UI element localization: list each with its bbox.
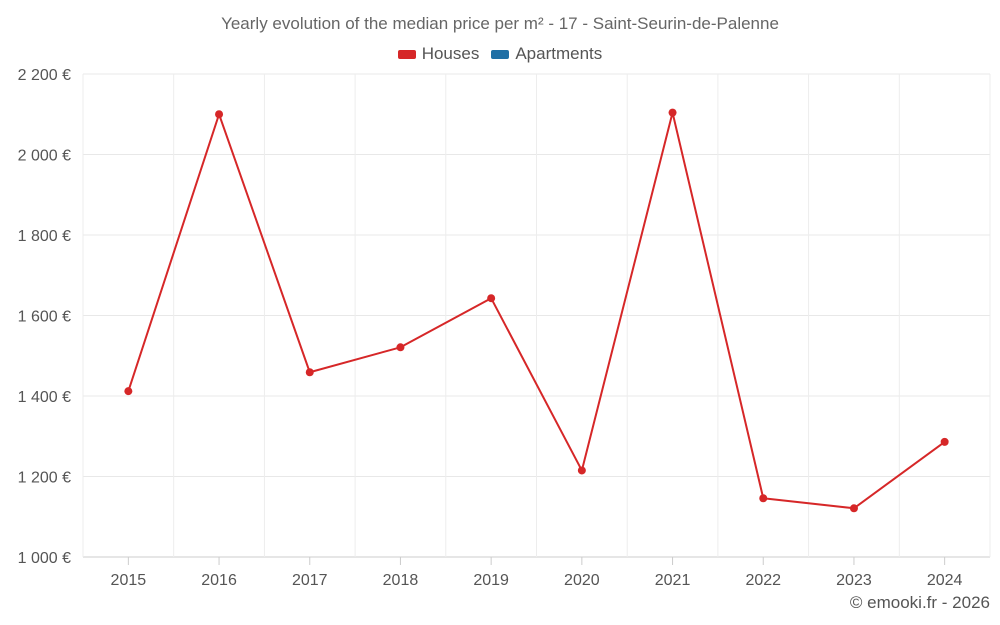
x-tick-label: 2018 [383, 572, 419, 589]
data-point-houses-2024 [940, 437, 949, 446]
series-line-houses [127, 111, 946, 510]
grid-layer [82, 73, 991, 558]
x-tick-label: 2016 [201, 572, 237, 589]
y-tick-label: 2 200 € [18, 67, 71, 84]
y-tick-label: 1 400 € [18, 389, 71, 406]
series-layer [124, 108, 949, 513]
y-tick-label: 2 000 € [18, 148, 71, 165]
x-tick-label: 2022 [745, 572, 781, 589]
x-tick-label: 2023 [836, 572, 872, 589]
data-point-houses-2020 [577, 466, 586, 475]
x-tick-label: 2021 [655, 572, 691, 589]
x-tick-label: 2017 [292, 572, 328, 589]
data-point-houses-2021 [668, 108, 677, 117]
data-point-houses-2016 [215, 110, 224, 119]
data-point-houses-2019 [487, 294, 496, 303]
legend-label-houses: Houses [421, 44, 480, 63]
x-tick-label: 2019 [473, 572, 509, 589]
x-tick-label: 2024 [927, 572, 963, 589]
axis-layer: 1 000 € 1 200 € 1 400 € 1 600 € 1 800 € 2 000… [18, 67, 963, 589]
data-point-houses-2017 [305, 368, 314, 377]
data-point-houses-2015 [124, 387, 133, 396]
data-point-houses-2018 [396, 343, 405, 352]
legend-item-houses[interactable]: Houses [397, 44, 480, 64]
y-tick-label: 1 200 € [18, 470, 71, 487]
legend-item-apartments[interactable]: Apartments [491, 44, 602, 64]
y-tick-label: 1 800 € [18, 228, 71, 245]
legend-swatch-apartments [491, 49, 510, 59]
legend-swatch-houses [397, 49, 416, 59]
legend-label-apartments: Apartments [515, 44, 603, 63]
y-tick-label: 1 000 € [18, 550, 71, 567]
legend: Houses Apartments [0, 44, 1000, 64]
y-tick-label: 1 600 € [18, 309, 71, 326]
data-point-houses-2023 [849, 504, 858, 513]
x-tick-label: 2020 [564, 572, 600, 589]
credit-text: © emooki.fr - 2026 [849, 593, 990, 612]
chart-title: Yearly evolution of the median price per… [221, 14, 779, 33]
x-tick-label: 2015 [111, 572, 147, 589]
data-point-houses-2022 [759, 494, 768, 503]
